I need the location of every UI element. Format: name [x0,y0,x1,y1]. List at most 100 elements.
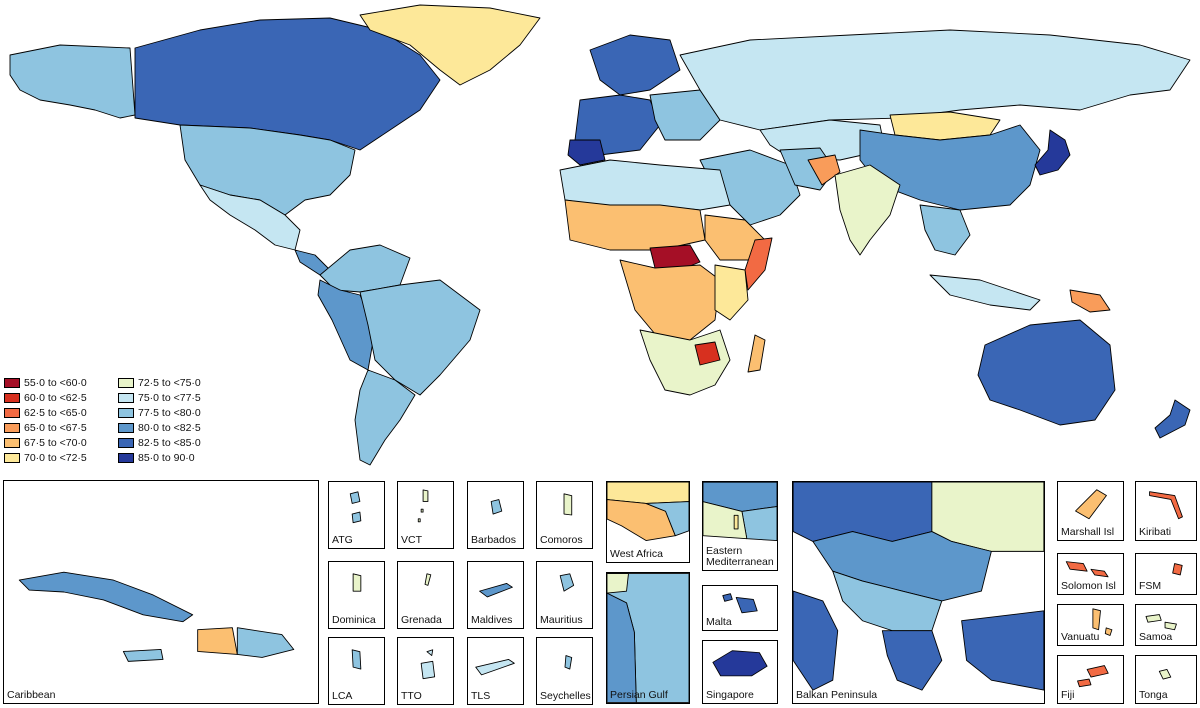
region-lca [351,649,362,670]
inset-samoa: Samoa [1135,604,1197,646]
region-persian-gulf-west [607,592,637,703]
region-maldives [479,582,513,598]
legend-label: 70·0 to <72·5 [24,451,87,464]
inset-comoros: Comoros [536,481,593,549]
inset-fiji: Fiji [1057,655,1124,704]
inset-label-atg: ATG [332,534,353,546]
inset-label-maldives: Maldives [471,614,513,626]
region-madagascar [747,334,766,373]
legend-swatch [118,392,134,403]
legend-item: 80·0 to <82·5 [118,421,201,434]
region-greece [881,630,943,691]
inset-label-balkan: Balkan Peninsula [796,689,878,701]
region-fiji [1077,665,1109,688]
inset-label-fiji: Fiji [1061,689,1075,701]
legend-item: 62·5 to <65·0 [4,406,87,419]
region-west-africa-east [645,501,689,537]
inset-seychelles: Seychelles [536,637,593,705]
region-central-africa [619,259,721,341]
inset-tonga: Tonga [1135,655,1197,704]
region-grenada [424,573,432,586]
region-tonga [1158,668,1172,680]
region-persian-gulf-north [607,573,629,594]
legend-label: 72·5 to <75·0 [138,376,201,389]
inset-maldives: Maldives [467,561,524,629]
maldives-map [479,582,513,598]
inset-eastern-mediterranean: Eastern Mediterranean [702,481,778,571]
region-alaska [9,44,136,119]
inset-dominica: Dominica [328,561,385,629]
region-greenland [359,4,541,86]
legend-label: 82·5 to <85·0 [138,436,201,449]
inset-vct: VCT [397,481,454,549]
legend-item: 82·5 to <85·0 [118,436,201,449]
world-map [9,4,1191,466]
vanuatu-map [1092,608,1113,636]
region-dominican-republic [236,627,295,658]
malta-map [722,593,758,614]
seychelles-map [564,655,573,670]
region-fsm [1172,563,1183,576]
inset-persian-gulf: Persian Gulf [606,572,690,704]
fsm-map [1172,563,1183,576]
region-marshall [1075,489,1107,520]
legend-label: 67·5 to <70·0 [24,436,87,449]
inset-label-marshall: Marshall Isl [1061,526,1115,538]
region-cuba [18,571,194,623]
inset-barbados: Barbados [467,481,524,549]
region-japan [1034,129,1071,176]
legend-item: 77·5 to <80·0 [118,406,201,419]
region-malta [722,593,758,614]
region-indonesia [929,274,1041,311]
inset-tls: TLS [467,637,524,705]
legend-label: 75·0 to <77·5 [138,391,201,404]
lca-map [351,649,362,670]
region-southern-africa [639,329,731,396]
region-zimbabwe [694,341,721,366]
caribbean-map [18,571,295,662]
dominica-map [352,573,362,592]
legend-item: 85·0 to 90·0 [118,451,195,464]
inset-label-west-africa: West Africa [610,548,663,560]
region-brazil [359,279,481,396]
region-palestine [733,514,739,530]
inset-tto: TTO [397,637,454,705]
region-dominica [352,573,362,592]
balkan-map [793,482,1044,691]
inset-label-tonga: Tonga [1139,689,1168,701]
inset-label-vct: VCT [401,534,422,546]
legend-label: 62·5 to <65·0 [24,406,87,419]
legend-item: 67·5 to <70·0 [4,436,87,449]
inset-label-malta: Malta [706,616,732,628]
region-vanuatu [1092,608,1113,636]
region-barbados [490,499,503,515]
inset-label-samoa: Samoa [1139,631,1173,643]
region-seychelles [564,655,573,670]
tls-map [475,658,515,676]
region-papua-new-guinea [1069,289,1111,313]
inset-label-singapore: Singapore [706,689,754,701]
legend-swatch [4,437,20,448]
inset-label-dominica: Dominica [332,614,376,626]
region-comoros [563,493,573,516]
inset-label-mauritius: Mauritius [540,614,583,626]
legend-swatch [118,422,134,433]
vct-map [417,489,429,523]
inset-marshall: Marshall Isl [1057,481,1124,541]
region-india [834,164,901,256]
region-russia [679,29,1191,131]
region-tto [420,649,436,680]
legend-swatch [4,452,20,463]
kiribati-map [1149,491,1183,520]
region-east-africa [714,264,749,321]
region-tls [475,658,515,676]
region-atg [349,491,362,524]
legend-label: 77·5 to <80·0 [138,406,201,419]
inset-label-fsm: FSM [1139,580,1162,592]
region-iberia [567,139,606,166]
tto-map [420,649,436,680]
region-afghanistan [807,154,841,186]
inset-label-eastern-mediterranean: Eastern Mediterranean [706,545,774,568]
region-vct-islets [417,508,424,523]
persian-gulf-map [607,573,689,703]
